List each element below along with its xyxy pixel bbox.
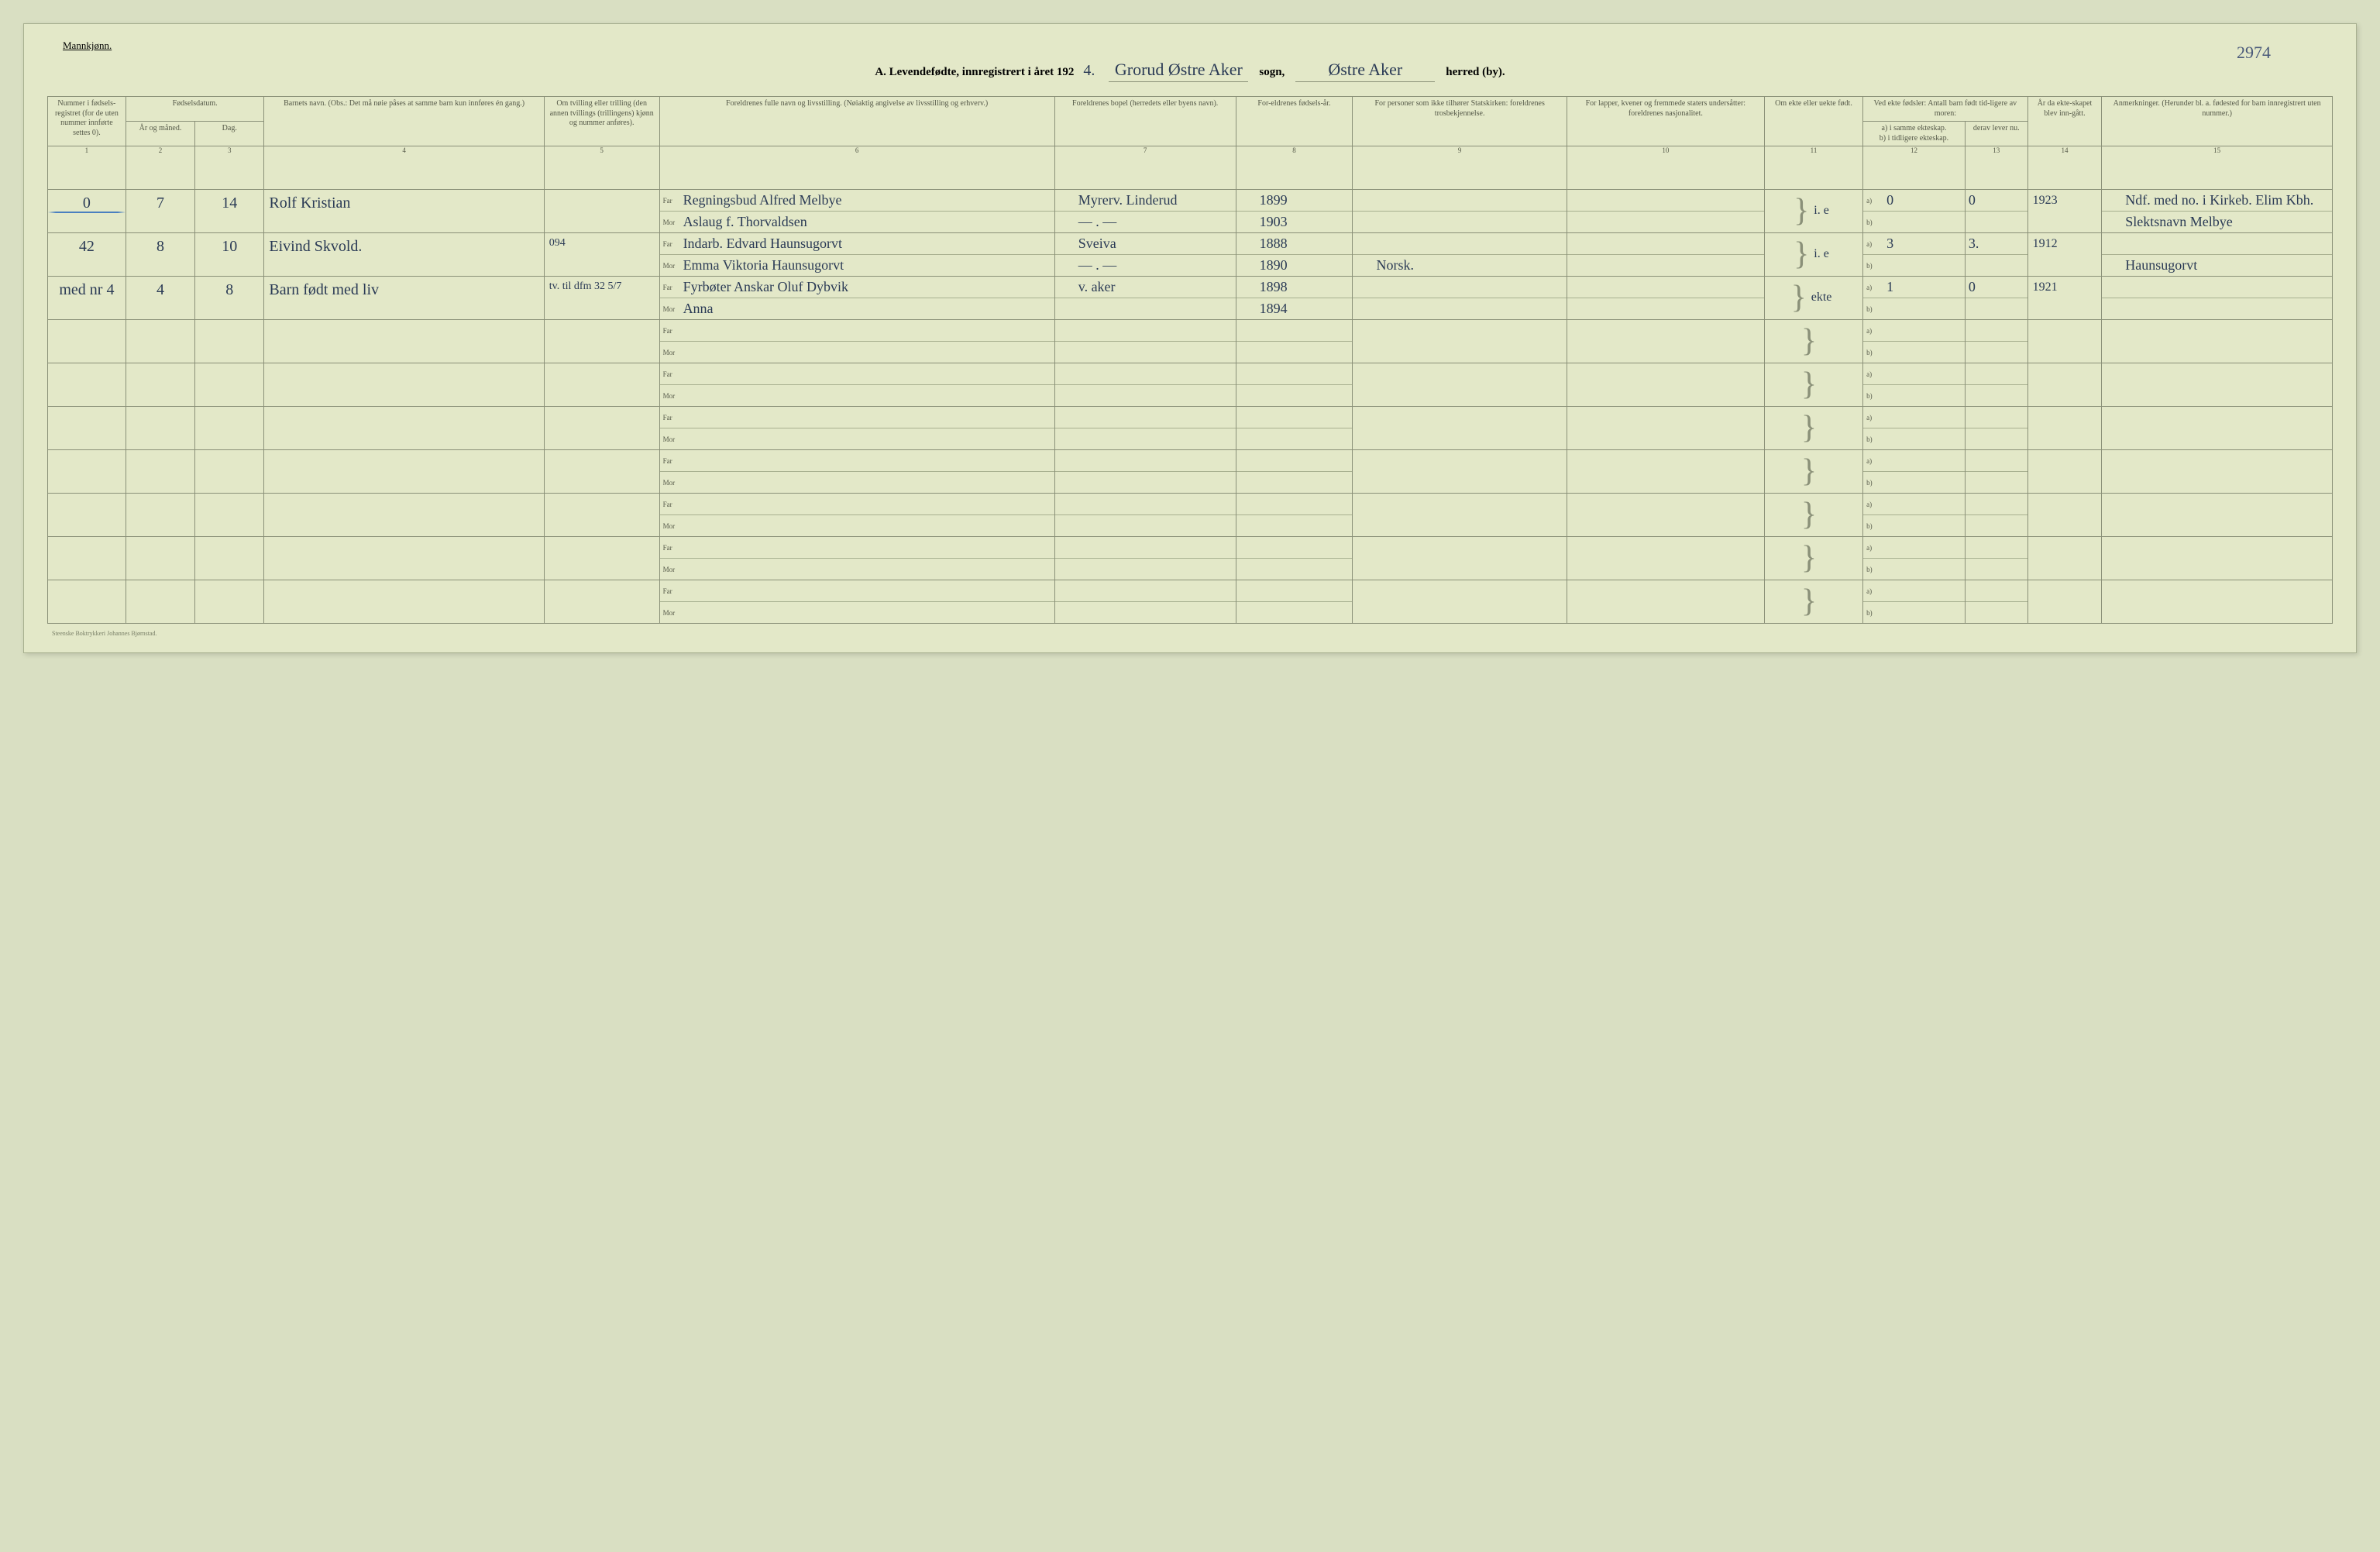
col-10-header: For lapper, kvener og fremmede staters u… [1567, 97, 1764, 146]
title-prefix: A. Levendefødte, innregistrert i året 19… [875, 66, 1074, 79]
table-row-empty: Far Mor } a) b) [48, 363, 2333, 407]
col-9-header: For personer som ikke tilhører Statskirk… [1353, 97, 1567, 146]
col-15-header: Anmerkninger. (Herunder bl. a. fødested … [2102, 97, 2333, 146]
table-row-empty: Far Mor } a) b) [48, 450, 2333, 494]
col-2-group-header: Fødselsdatum. [126, 97, 264, 122]
col-13-header: derav lever nu. [1965, 122, 2027, 146]
col-1-header: Nummer i fødsels-registret (for de uten … [48, 97, 126, 146]
column-numbers-row: 1 2 3 4 5 6 7 8 9 10 11 12 13 14 15 [48, 146, 2333, 190]
district-value: Østre Aker [1295, 60, 1435, 82]
table-row-empty: Far Mor } a) b) [48, 494, 2333, 537]
col-14-header: År da ekte-skapet blev inn-gått. [2027, 97, 2102, 146]
gender-label: Mannkjønn. [63, 40, 2333, 52]
table-row-empty: Far Mor } a) b) [48, 320, 2333, 363]
table-header: Nummer i fødsels-registret (for de uten … [48, 97, 2333, 190]
table-row: med nr 4 4 8 Barn født med liv tv. til d… [48, 277, 2333, 320]
table-body: 0 7 14 Rolf Kristian FarRegningsbud Alfr… [48, 190, 2333, 624]
col-2a-header: År og måned. [126, 122, 194, 146]
col-6-header: Foreldrenes fulle navn og livsstilling. … [659, 97, 1054, 146]
col-12a-header: a) i samme ekteskap. b) i tidligere ekte… [1863, 122, 1966, 146]
table-row-empty: Far Mor } a) b) [48, 580, 2333, 624]
table-row-empty: Far Mor } a) b) [48, 407, 2333, 450]
ledger-page: Mannkjønn. 2974 A. Levendefødte, innregi… [23, 23, 2357, 653]
col-4-header: Barnets navn. (Obs.: Det må nøie påses a… [264, 97, 544, 146]
col-12-group-header: Ved ekte fødsler: Antall barn født tid-l… [1863, 97, 2028, 122]
table-row: 0 7 14 Rolf Kristian FarRegningsbud Alfr… [48, 190, 2333, 233]
page-number: 2974 [2237, 43, 2271, 63]
col-2b-header: Dag. [195, 122, 264, 146]
col-11-header: Om ekte eller uekte født. [1764, 97, 1862, 146]
table-row-empty: Far Mor } a) b) [48, 537, 2333, 580]
district-label: herred (by). [1446, 66, 1505, 79]
year-suffix: 4. [1080, 62, 1098, 80]
ledger-table: Nummer i fødsels-registret (for de uten … [47, 96, 2333, 624]
title-row: 2974 A. Levendefødte, innregistrert i år… [47, 60, 2333, 82]
col-5-header: Om tvilling eller trilling (den annen tv… [544, 97, 659, 146]
col-7-header: Foreldrenes bopel (herredets eller byens… [1054, 97, 1236, 146]
parish-value: Grorud Østre Aker [1109, 60, 1248, 82]
table-row: 42 8 10 Eivind Skvold. 094 FarIndarb. Ed… [48, 233, 2333, 277]
parish-label: sogn, [1259, 66, 1285, 79]
col-8-header: For-eldrenes fødsels-år. [1236, 97, 1353, 146]
printer-footer: Steenske Boktrykkeri Johannes Bjørnstad. [52, 630, 2333, 637]
